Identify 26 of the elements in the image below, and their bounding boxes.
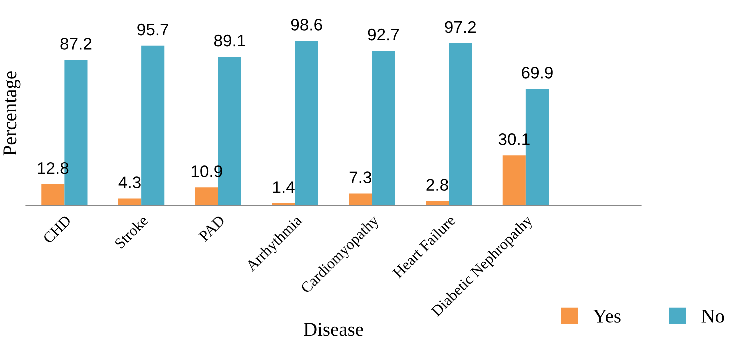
data-label: 7.3 bbox=[350, 172, 372, 184]
bar bbox=[426, 201, 450, 206]
data-label: 92.7 bbox=[368, 28, 400, 41]
bar bbox=[118, 198, 142, 206]
legend-label: No bbox=[702, 310, 724, 323]
bar bbox=[349, 194, 372, 206]
data-label: 1.4 bbox=[273, 182, 295, 194]
data-label: 89.1 bbox=[214, 34, 246, 47]
bar bbox=[372, 50, 396, 206]
bar bbox=[142, 46, 165, 206]
data-label: 98.6 bbox=[291, 19, 322, 31]
data-label: 87.2 bbox=[60, 38, 92, 50]
data-label: 2.8 bbox=[426, 179, 448, 191]
bar bbox=[295, 41, 318, 206]
bar bbox=[42, 184, 65, 206]
bar bbox=[502, 156, 526, 206]
legend-label: Yes bbox=[593, 310, 621, 323]
x-axis-title: Disease bbox=[304, 323, 364, 336]
bar bbox=[195, 188, 218, 206]
bar bbox=[449, 43, 472, 206]
x-tick-label: PAD bbox=[198, 215, 226, 242]
data-label: 69.9 bbox=[522, 67, 553, 79]
y-axis-title: Percentage bbox=[4, 72, 21, 156]
data-label: 97.2 bbox=[445, 21, 476, 34]
data-label: 4.3 bbox=[118, 176, 141, 188]
data-label: 95.7 bbox=[138, 24, 168, 36]
